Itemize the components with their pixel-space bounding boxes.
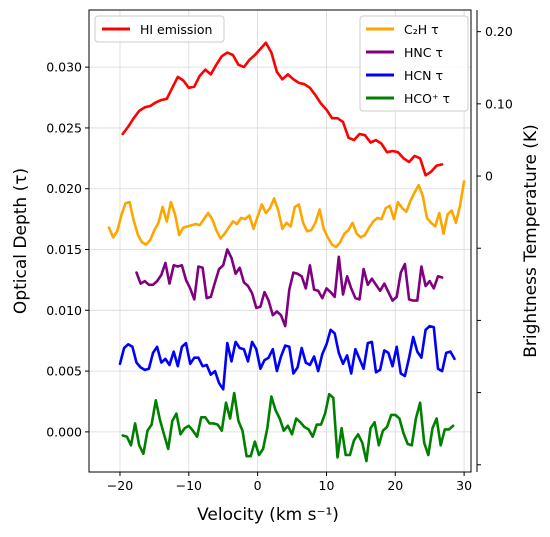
legend-left-box: [94, 15, 225, 43]
x-axis-label: Velocity (km s⁻¹): [197, 505, 339, 525]
legend-entry-hcn: HCN τ: [404, 68, 443, 83]
series-hcn-tau: [118, 324, 456, 391]
x-tick-label: −10: [176, 478, 202, 493]
legend-entry-hco: HCO⁺ τ: [404, 91, 450, 106]
x-tick-label: 0: [254, 478, 262, 493]
right-y-axis-label: Brightness Temperature (K): [521, 124, 541, 357]
x-axis-ticks: −20 −10 0 10 20 30: [107, 472, 472, 493]
legend-entry-hi: HI emission: [140, 22, 212, 37]
series-hco-tau: [121, 391, 455, 463]
legend-entry-hnc: HNC τ: [404, 45, 443, 60]
y-axis-label: Optical Depth (τ): [11, 168, 31, 314]
y-tick-label: 0.020: [46, 181, 82, 196]
right-y-tick-label: 0: [485, 169, 493, 184]
right-y-tick-label: 0.10: [485, 96, 513, 111]
y-tick-label: 0.010: [46, 303, 82, 318]
y-axis-ticks: 0.000 0.005 0.010 0.015 0.020 0.025 0.030: [46, 60, 89, 439]
x-tick-label: 20: [387, 478, 403, 493]
y-tick-label: 0.030: [46, 60, 82, 75]
series-c2h-tau: [107, 180, 466, 249]
y-tick-label: 0.025: [46, 120, 82, 135]
legend-right-box: [359, 15, 469, 112]
x-tick-label: 30: [456, 478, 472, 493]
legend-entry-c2h: C₂H τ: [404, 22, 439, 37]
y-tick-label: 0.005: [46, 364, 82, 379]
right-y-tick-label: 0.20: [485, 24, 513, 39]
x-tick-label: 10: [319, 478, 335, 493]
y-tick-label: 0.015: [46, 242, 82, 257]
grid-lines: [89, 10, 471, 472]
legend-left: HI emission: [94, 15, 225, 43]
y-tick-label: 0.000: [46, 424, 82, 439]
legend-right: C₂H τ HNC τ HCN τ HCO⁺ τ: [359, 15, 469, 112]
right-y-axis-ticks: 0.20 0.10 0: [477, 24, 513, 466]
series-hnc-tau: [135, 248, 444, 328]
series-lines: [107, 41, 466, 463]
series-hi-emission: [121, 41, 444, 177]
plot-frame: [88, 9, 472, 473]
x-tick-label: −20: [107, 478, 133, 493]
